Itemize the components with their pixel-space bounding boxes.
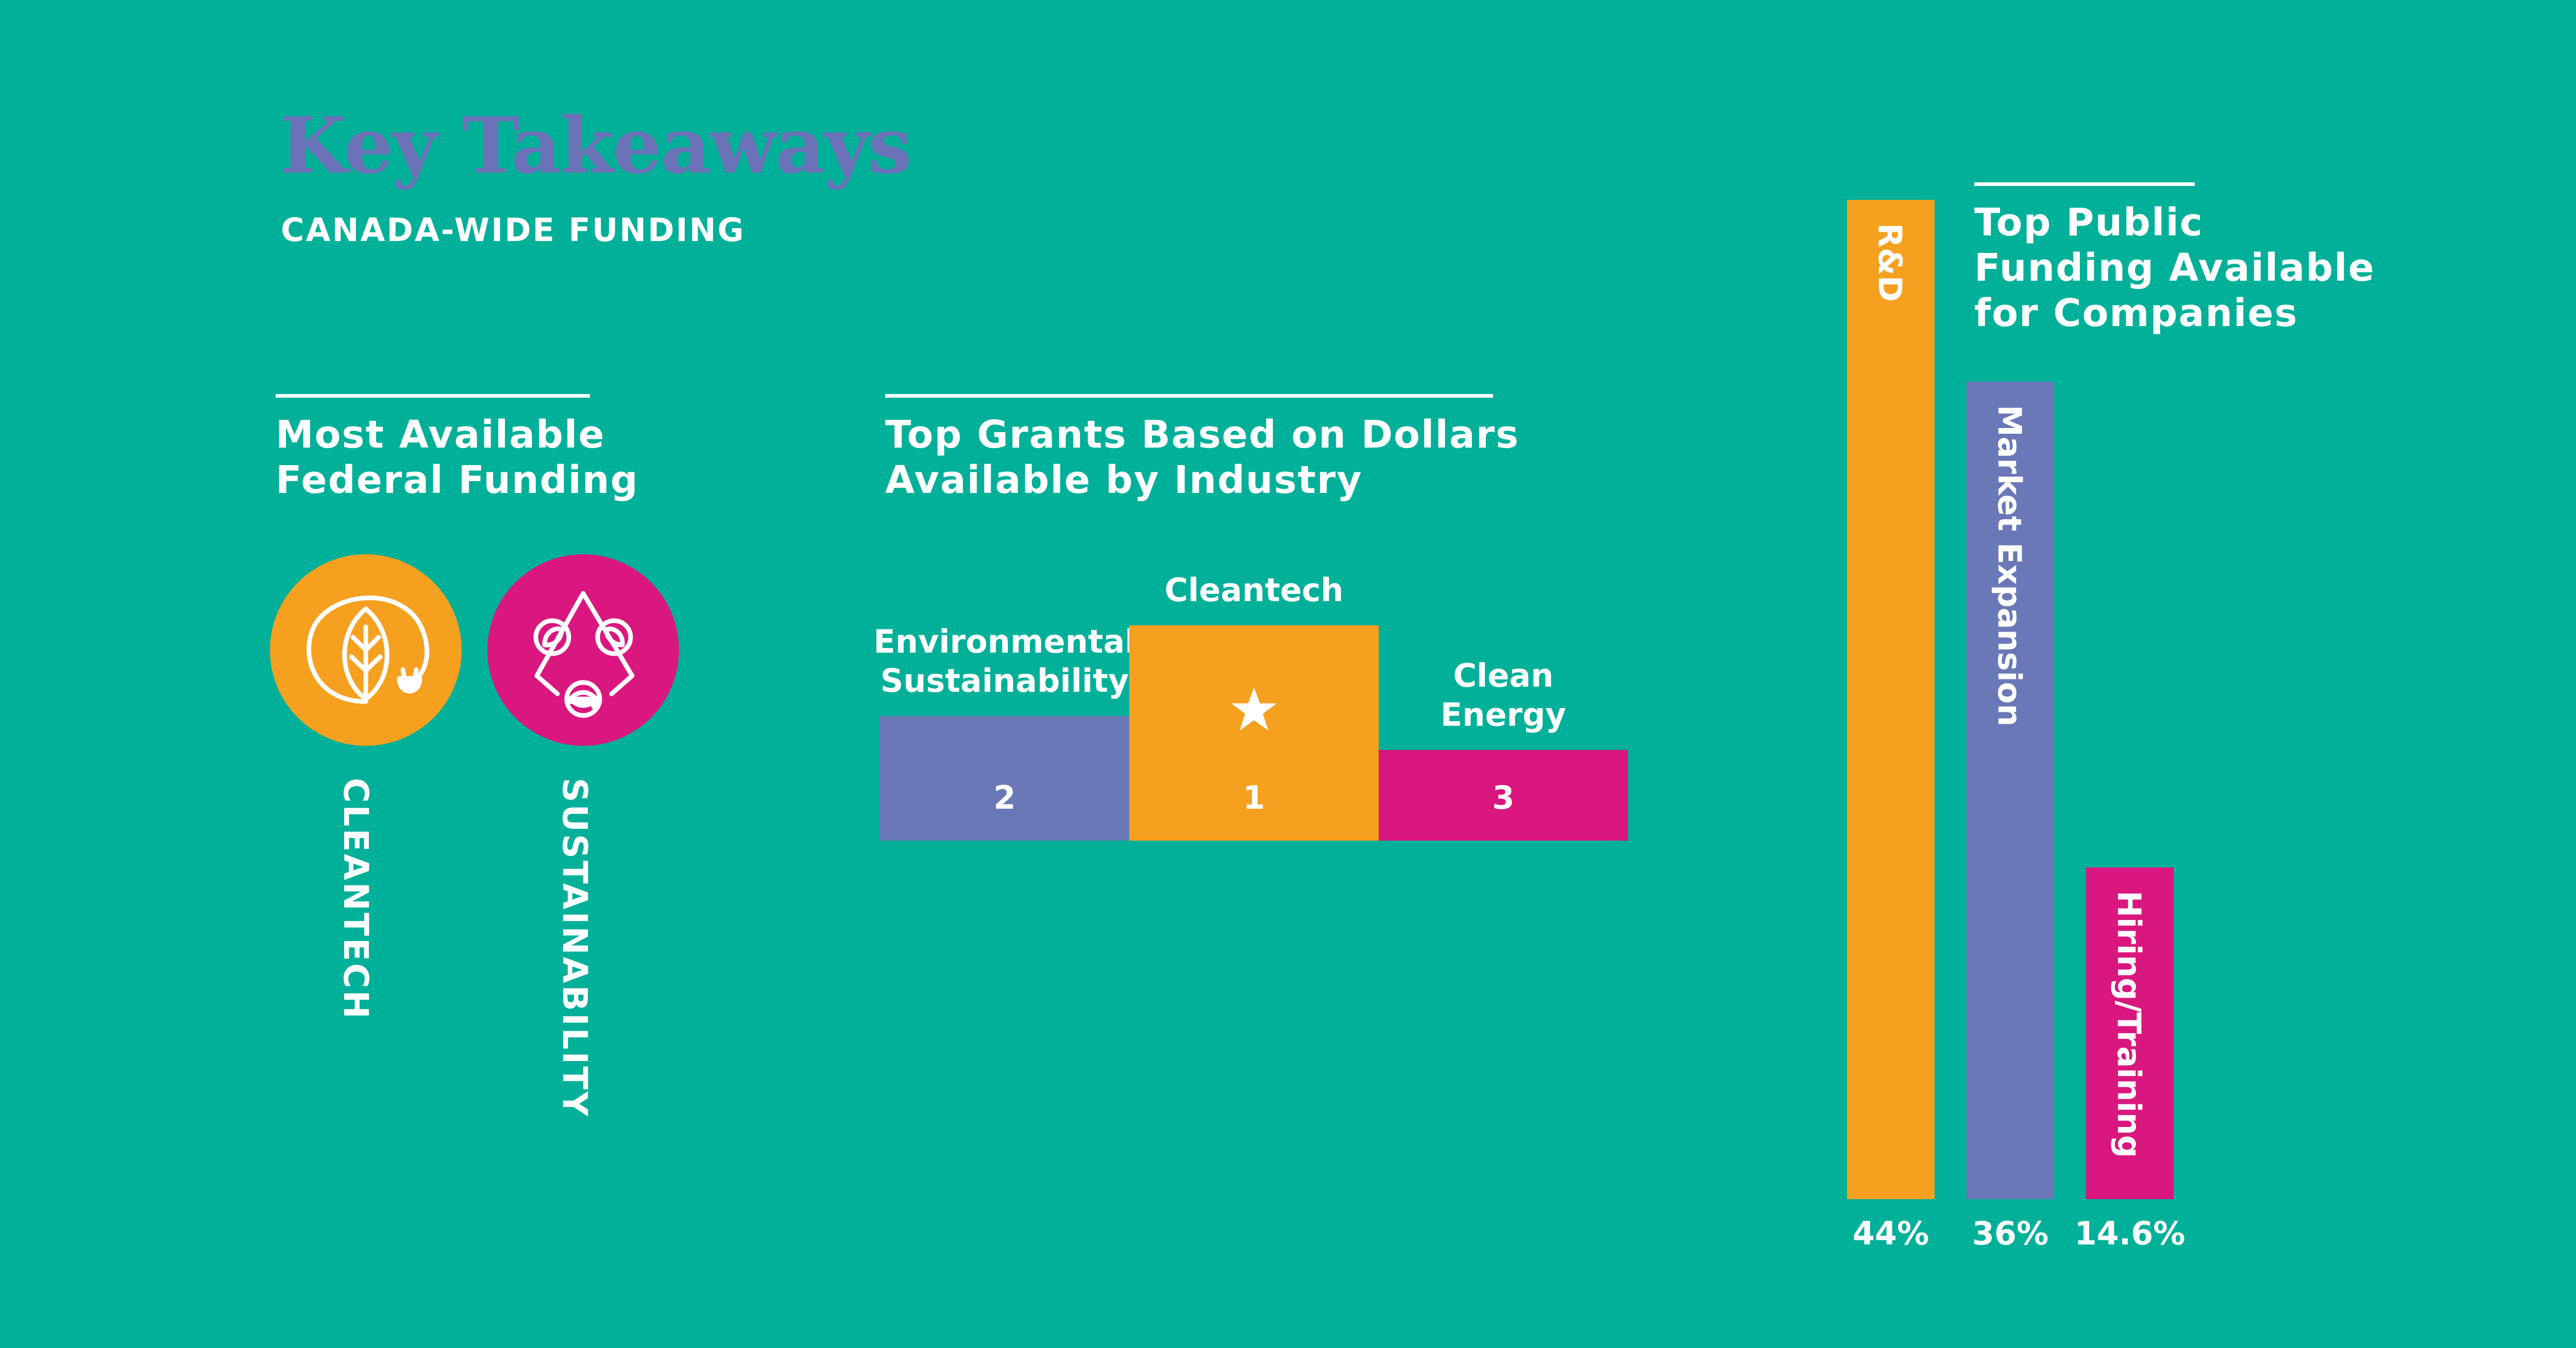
- grants-heading-line1: Top Grants Based on Dollars: [885, 413, 1520, 457]
- public-heading-line1: Top Public: [1974, 200, 2204, 245]
- public-funding-chart: R&D 44% Market Expansion 36% Hiring/Training…: [1834, 196, 2195, 1267]
- public-bar-label: Market Expansion: [1991, 404, 2028, 727]
- podium-bar-3: [1379, 750, 1628, 841]
- public-divider: [1974, 182, 2195, 186]
- sustainability-label: SUSTAINABILITY: [555, 778, 595, 1118]
- federal-heading: Most Available Federal Funding: [276, 412, 639, 503]
- podium-rank-label: 1: [1243, 779, 1265, 816]
- public-value-label: 44%: [1852, 1215, 1929, 1252]
- podium-category-label-line: Energy: [1440, 696, 1566, 733]
- podium-category-label: Environmental Sustainability: [859, 622, 1150, 701]
- public-bar-3: [2086, 867, 2174, 1199]
- leaf-plug-icon: [307, 595, 430, 704]
- grants-heading: Top Grants Based on Dollars Available by…: [885, 412, 1519, 503]
- public-bar-label: R&D: [1871, 223, 1909, 302]
- star-icon: [1229, 685, 1279, 734]
- public-bar-1: [1847, 200, 1935, 1199]
- public-value-label: 14.6%: [2074, 1215, 2185, 1252]
- podium-rank-label: 2: [993, 779, 1016, 816]
- podium-category-label-line: Sustainability: [880, 662, 1129, 699]
- grants-podium-chart: 2 Environmental Sustainability 1 Cleantech 3 C…: [874, 515, 1628, 845]
- federal-divider: [276, 394, 590, 398]
- cleantech-badge: [270, 554, 462, 746]
- podium-bar-2: [1129, 625, 1379, 841]
- podium-category-label-line: Environmental: [873, 623, 1136, 660]
- cleantech-label: CLEANTECH: [336, 778, 376, 1021]
- grants-divider: [885, 394, 1493, 398]
- public-heading-line3: for Companies: [1974, 291, 2298, 335]
- public-bar-2: [1967, 381, 2054, 1199]
- federal-heading-line1: Most Available: [276, 413, 605, 457]
- grants-heading-line2: Available by Industry: [885, 458, 1363, 502]
- recycle-leaves-icon: [533, 591, 635, 718]
- sustainability-badge: [487, 554, 679, 746]
- public-heading-line2: Funding Available: [1974, 246, 2375, 290]
- federal-heading-line2: Federal Funding: [276, 458, 639, 502]
- public-heading: Top Public Funding Available for Compani…: [1974, 200, 2375, 336]
- public-bar-label: Hiring/Training: [2110, 891, 2148, 1158]
- page-title: Key Takeaways: [280, 100, 912, 191]
- podium-rank-label: 3: [1492, 779, 1515, 816]
- public-value-label: 36%: [1972, 1215, 2049, 1252]
- podium-category-label-line: Cleantech: [1164, 571, 1344, 609]
- podium-bar-1: [880, 716, 1129, 841]
- podium-category-label: Clean Energy: [1358, 656, 1649, 735]
- podium-category-label-line: Clean: [1453, 657, 1554, 694]
- podium-category-label: Cleantech: [1109, 571, 1399, 610]
- page-subtitle: CANADA-WIDE FUNDING: [281, 211, 745, 249]
